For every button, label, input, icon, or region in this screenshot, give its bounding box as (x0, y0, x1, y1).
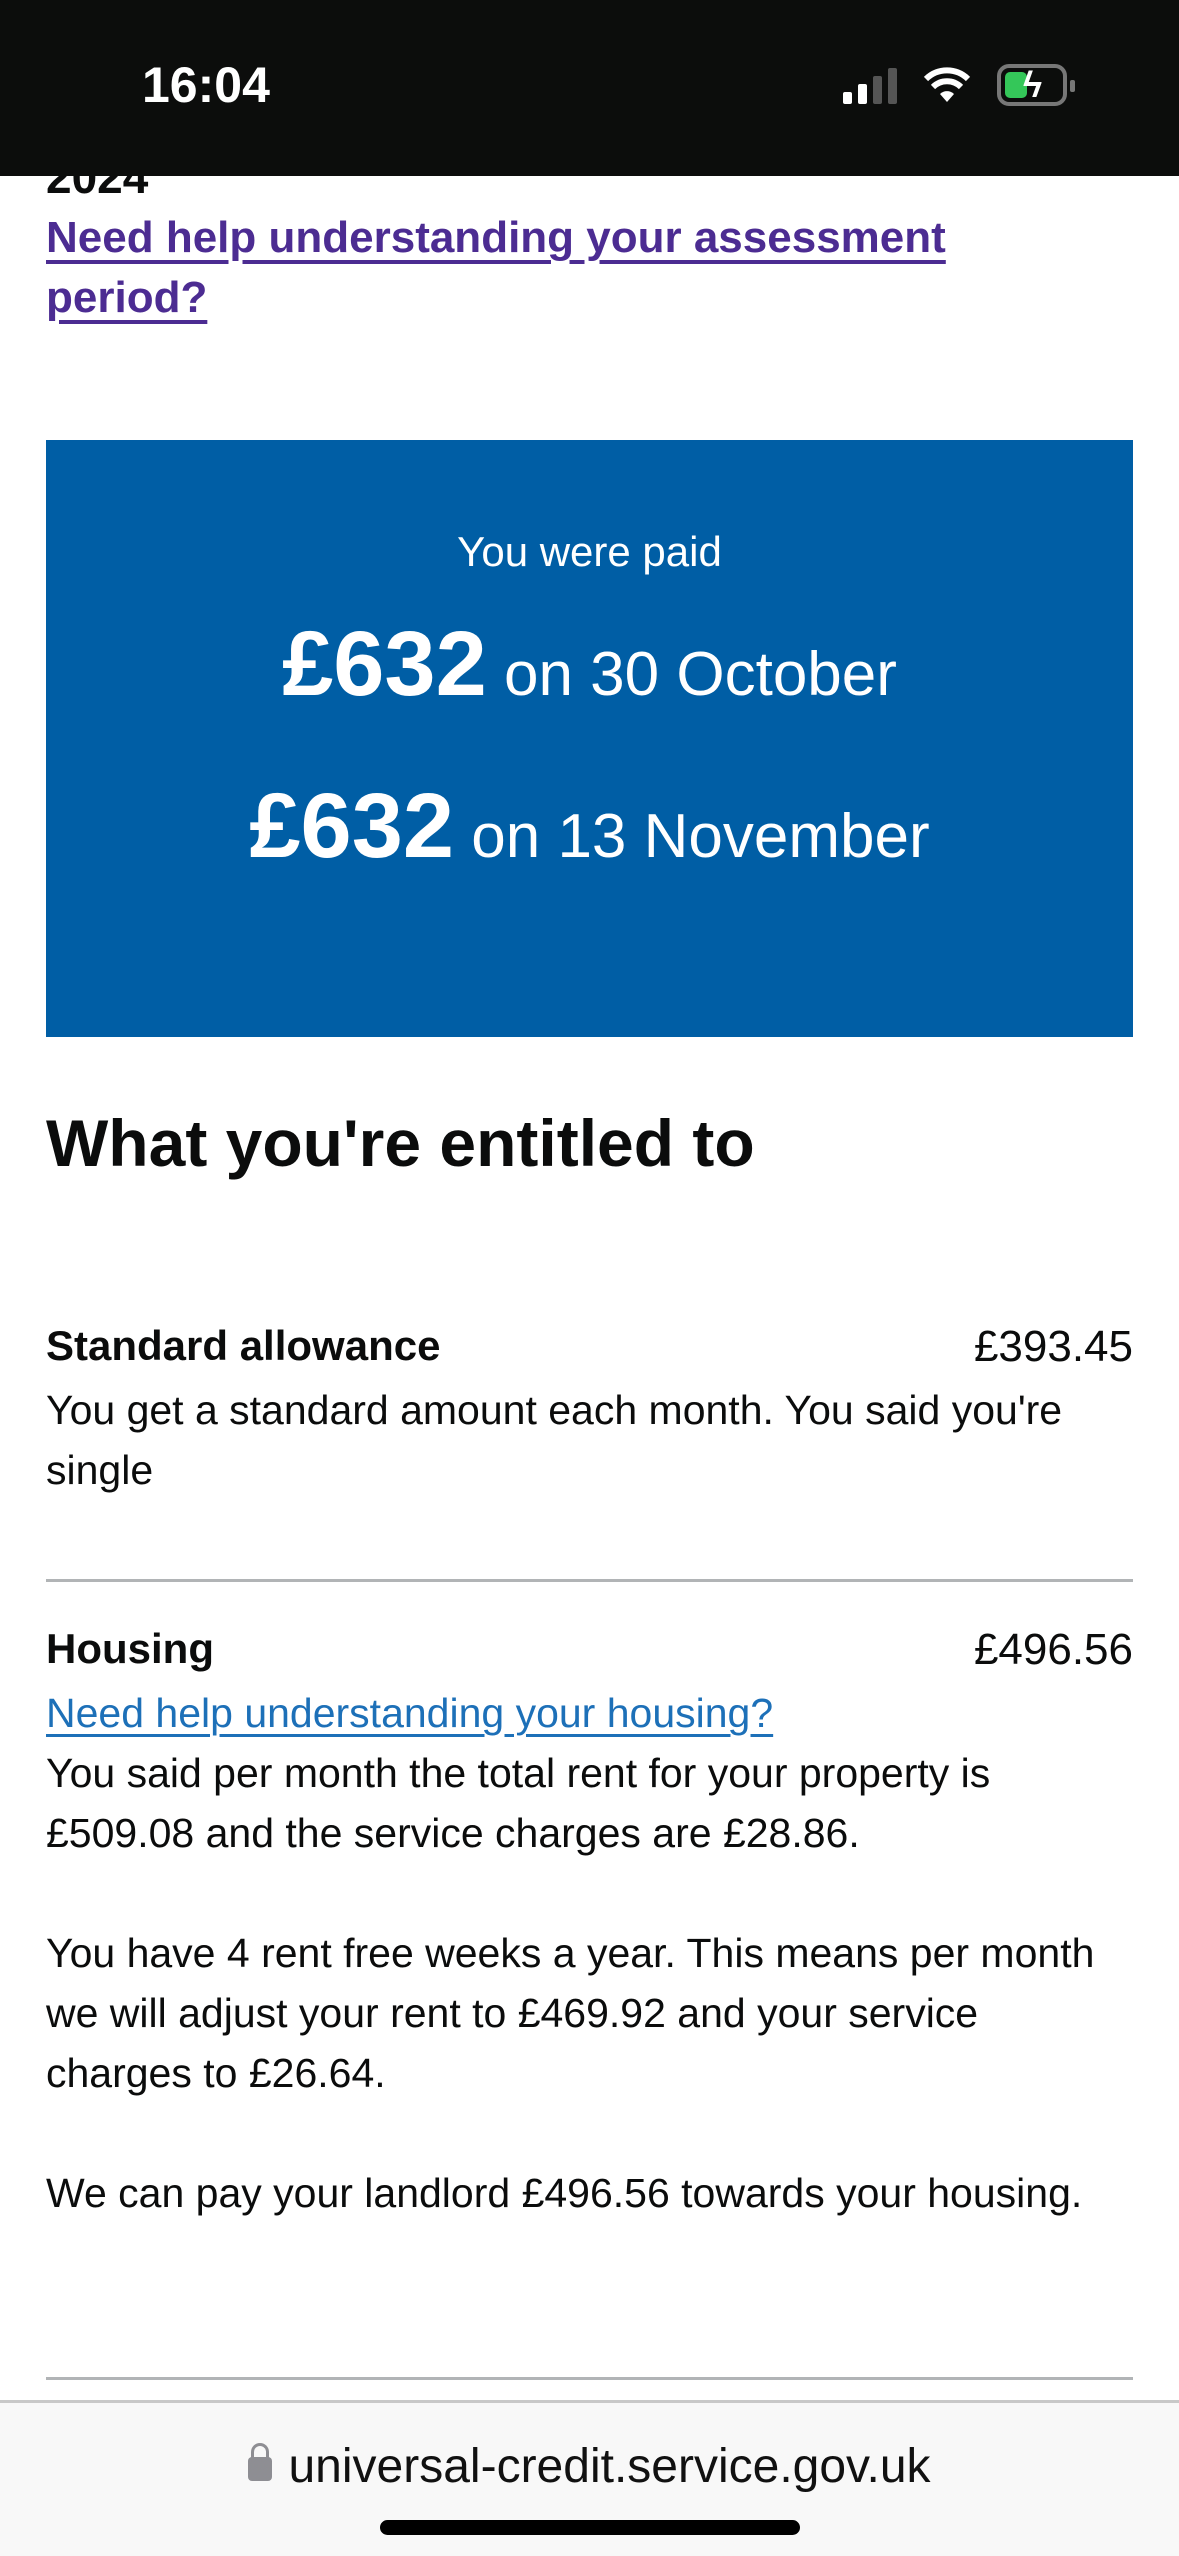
payment-line: £632 on 13 November (46, 774, 1133, 879)
housing-paragraph: We can pay your landlord £496.56 towards… (46, 2170, 1083, 2216)
status-bar: 16:04 ϟ (0, 0, 1179, 176)
standard-allowance-section: Standard allowance £393.45 You get a sta… (46, 1322, 1133, 1500)
standard-allowance-desc: You get a standard amount each month. Yo… (46, 1387, 1063, 1493)
assessment-period-help-link[interactable]: Need help understanding your assessment … (46, 213, 946, 322)
payment-date: on 13 November (471, 802, 930, 871)
paid-label: You were paid (457, 528, 722, 575)
payment-panel: You were paid £632 on 30 October £632 on… (46, 440, 1133, 1037)
housing-paragraph: You said per month the total rent for yo… (46, 1750, 991, 1856)
payment-date: on 30 October (503, 640, 897, 709)
cellular-signal-icon (843, 68, 897, 104)
housing-amount: £496.56 (973, 1625, 1133, 1674)
clock: 16:04 (142, 57, 270, 113)
standard-allowance-amount: £393.45 (973, 1322, 1133, 1371)
url-field[interactable]: universal-credit.service.gov.uk (0, 2439, 1179, 2494)
payment-amount: £632 (249, 775, 455, 877)
divider (46, 1579, 1133, 1582)
url-text: universal-credit.service.gov.uk (288, 2440, 931, 2493)
payment-amount: £632 (282, 613, 487, 715)
entitled-heading: What you're entitled to (46, 1106, 755, 1180)
browser-address-bar[interactable]: universal-credit.service.gov.uk (0, 2400, 1179, 2556)
housing-help-link[interactable]: Need help understanding your housing? (46, 1690, 774, 1736)
lock-icon (248, 2443, 273, 2482)
housing-paragraph: You have 4 rent free weeks a year. This … (46, 1930, 1095, 2096)
payment-line: £632 on 30 October (46, 612, 1133, 717)
home-indicator[interactable] (380, 2520, 800, 2535)
standard-allowance-title: Standard allowance (46, 1322, 441, 1369)
housing-title: Housing (46, 1625, 214, 1672)
divider (46, 2377, 1133, 2380)
battery-charging-icon: ϟ (997, 64, 1075, 106)
wifi-icon (923, 67, 971, 102)
housing-section: Housing £496.56 Need help understanding … (46, 1625, 1133, 2283)
